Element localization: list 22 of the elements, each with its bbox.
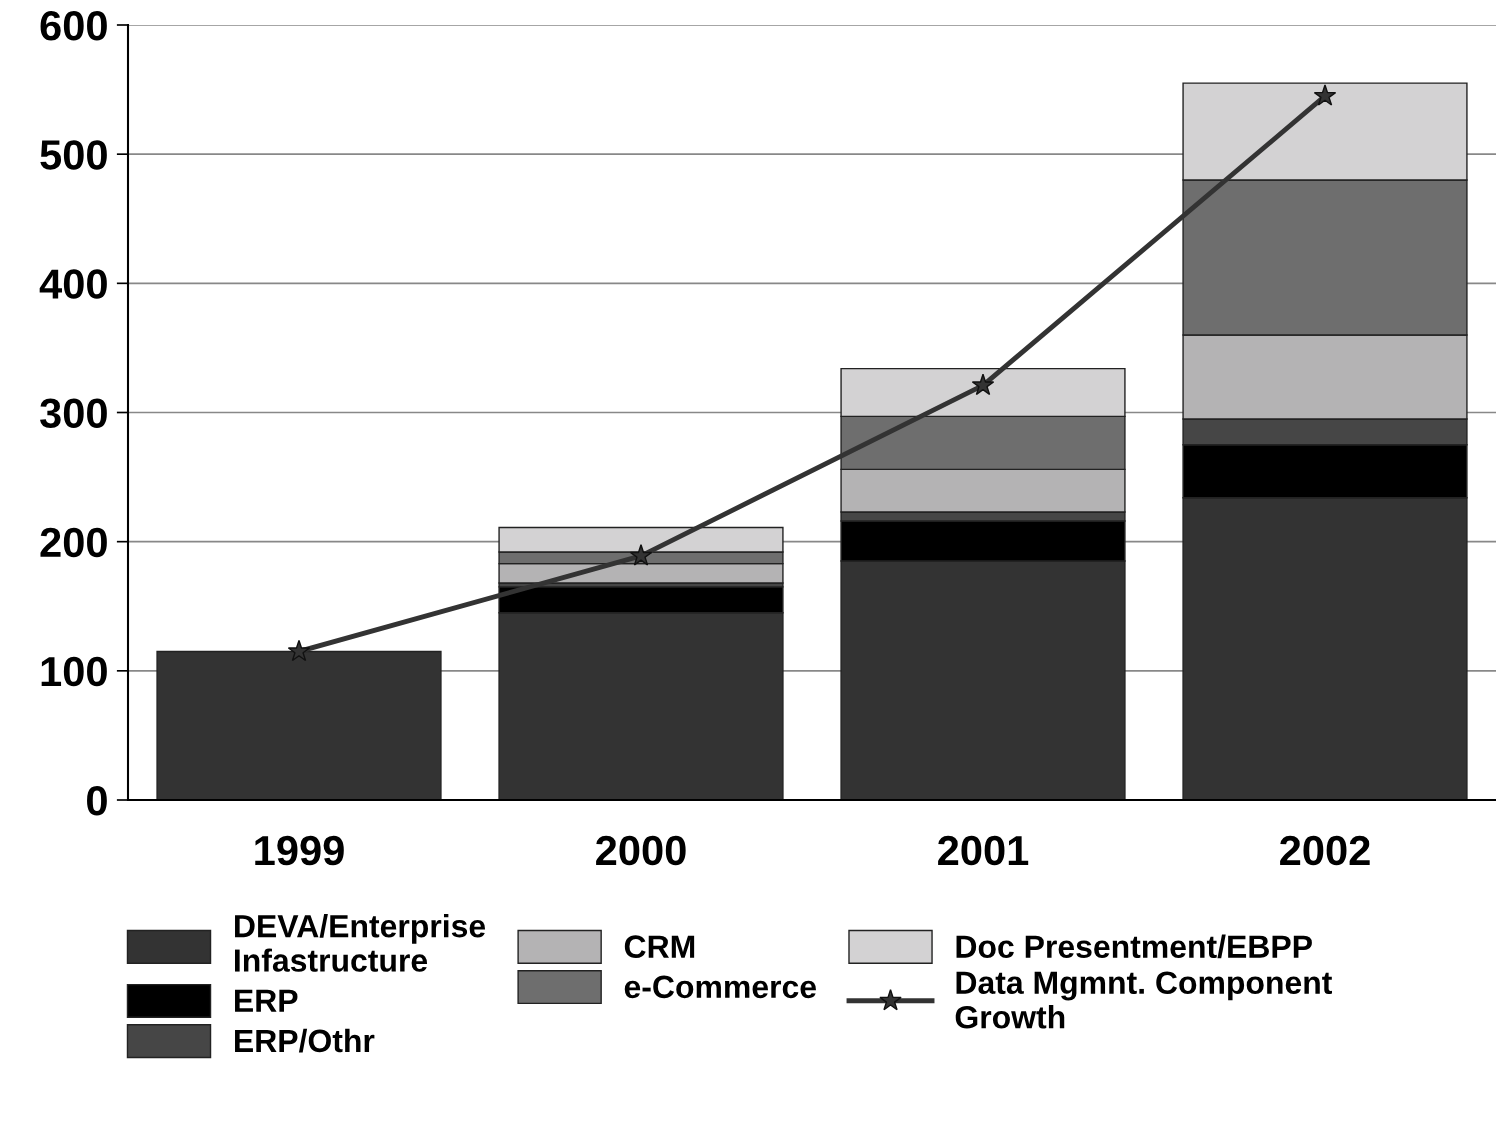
point: [287, 639, 311, 662]
y-tick-label: 200: [40, 527, 107, 558]
legend-label: CRM: [624, 935, 695, 958]
y-tick-label: 100: [41, 656, 107, 687]
x-tick-label: 2001: [938, 835, 1029, 866]
legend-label: Doc Presentment/EBPP: [956, 934, 1312, 959]
legend-label: DEVA/Enterprise Infastructure: [235, 914, 486, 972]
x-tick-label: 2002: [1280, 835, 1370, 866]
y-tick-label: 400: [39, 269, 107, 299]
legend-label: e-Commerce: [624, 975, 816, 999]
legend-label: ERP: [235, 989, 298, 1012]
y-tick-label: 600: [40, 11, 107, 41]
point: [1313, 84, 1337, 106]
y-tick-label: 500: [40, 140, 107, 170]
x-tick-label: 1999: [255, 835, 344, 866]
legend-label: Data Mgmnt. Component Growth: [955, 971, 1332, 1029]
point: [629, 544, 653, 566]
point: [971, 373, 995, 396]
y-tick-label: 300: [40, 398, 107, 429]
legend-label: ERP/Othr: [235, 1028, 375, 1053]
x-tick-label: 2000: [596, 835, 686, 866]
y-tick-label: 0: [87, 786, 107, 816]
